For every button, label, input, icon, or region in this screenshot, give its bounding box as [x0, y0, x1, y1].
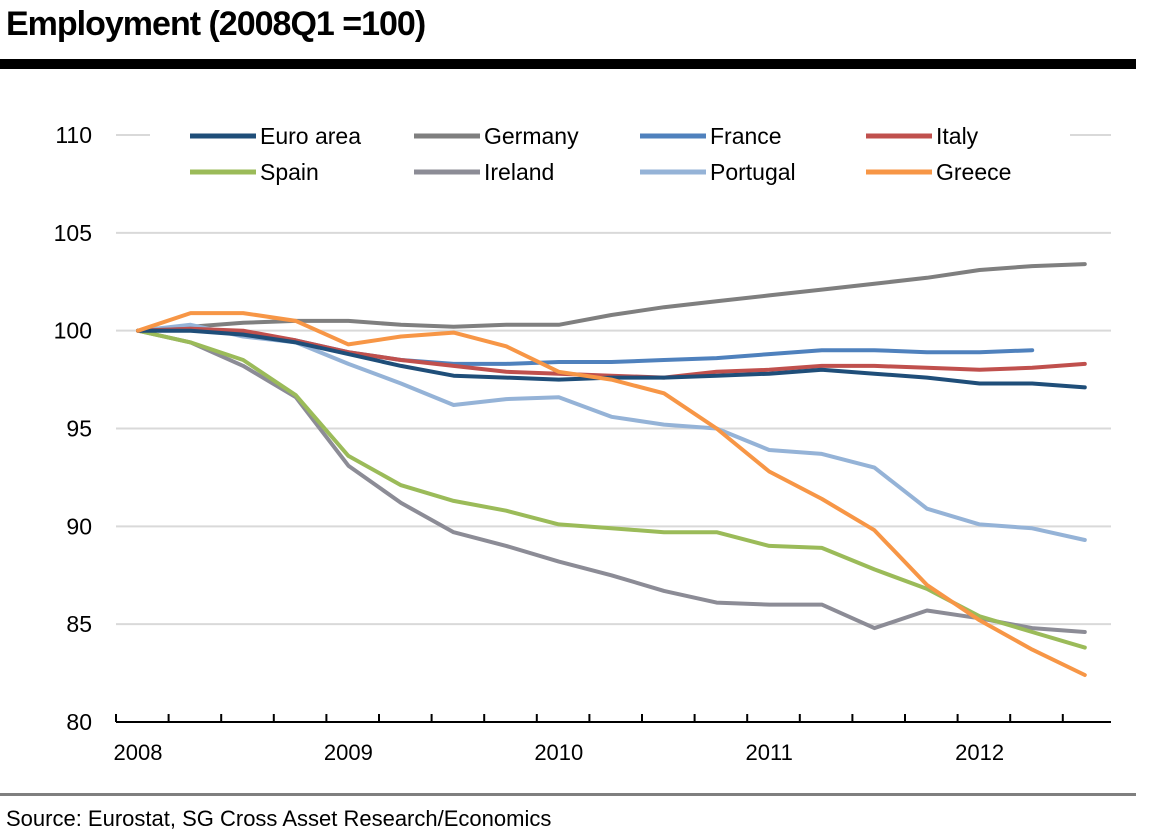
y-tick-label: 85 — [66, 611, 92, 637]
series-line-germany — [136, 262, 1087, 333]
legend-label: France — [710, 123, 782, 149]
x-tick-label: 2008 — [114, 740, 163, 765]
y-tick-label: 90 — [66, 513, 92, 539]
legend-label: Portugal — [710, 159, 796, 185]
y-tick-label: 100 — [54, 318, 92, 344]
legend-label: Euro area — [260, 123, 361, 149]
series-line-spain — [136, 328, 1087, 650]
x-tick-label: 2009 — [324, 740, 373, 765]
y-tick-label: 110 — [55, 122, 92, 148]
legend-label: Spain — [260, 159, 319, 185]
chart-title: Employment (2008Q1 =100) — [6, 5, 426, 43]
x-tick-label: 2012 — [955, 740, 1004, 765]
series-line-france — [136, 326, 1035, 366]
source-note: Source: Eurostat, SG Cross Asset Researc… — [6, 806, 552, 831]
legend-background — [150, 120, 1070, 198]
legend-label: Italy — [936, 123, 979, 149]
legend: Euro area Germany France Italy Spain Ireland P… — [150, 120, 1070, 198]
x-tick-label: 2011 — [746, 740, 793, 765]
series-line-portugal — [136, 322, 1087, 542]
axes: 80 85 90 95 100 105 110 2008 2009 2010 2011 2012 — [54, 122, 1111, 765]
legend-label: Ireland — [484, 159, 554, 185]
x-tick-label: 2010 — [534, 740, 583, 765]
y-tick-label: 95 — [66, 416, 92, 442]
legend-label: Germany — [484, 123, 579, 149]
series-lines — [136, 262, 1087, 677]
legend-label: Greece — [936, 159, 1011, 185]
footer-divider — [0, 793, 1136, 796]
line-chart: 80 85 90 95 100 105 110 2008 2009 2010 2011 2012 Eu… — [54, 120, 1111, 765]
y-tick-label: 80 — [66, 709, 92, 735]
title-divider — [0, 59, 1136, 69]
series-line-greece — [136, 311, 1087, 677]
y-tick-label: 105 — [54, 220, 92, 246]
